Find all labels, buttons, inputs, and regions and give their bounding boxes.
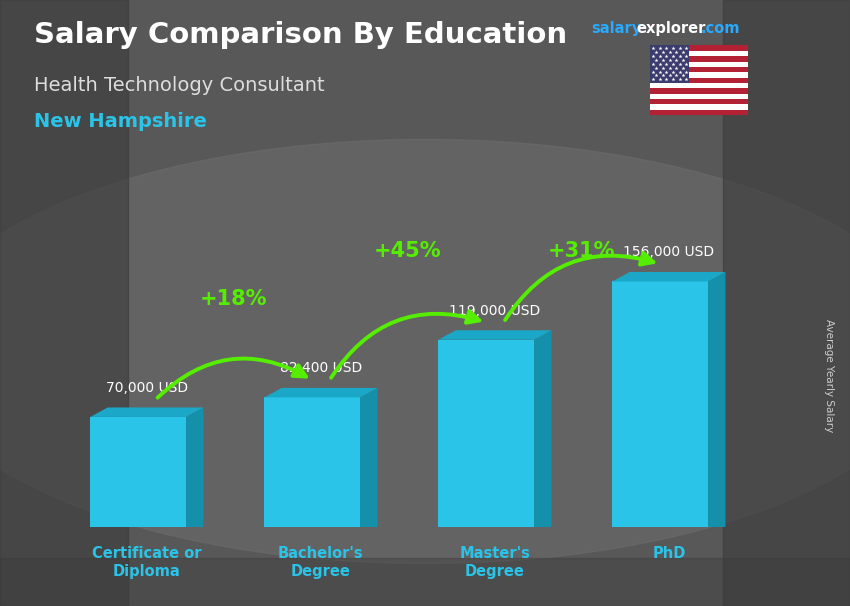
Text: 156,000 USD: 156,000 USD: [623, 245, 715, 259]
Polygon shape: [0, 558, 850, 606]
Polygon shape: [650, 99, 748, 104]
Polygon shape: [264, 398, 360, 527]
Polygon shape: [264, 388, 377, 398]
Polygon shape: [650, 78, 748, 83]
Text: 70,000 USD: 70,000 USD: [106, 381, 188, 395]
Polygon shape: [0, 0, 128, 606]
Text: Master's
Degree: Master's Degree: [460, 546, 530, 579]
Polygon shape: [612, 281, 708, 527]
Polygon shape: [650, 67, 748, 72]
Text: .com: .com: [700, 21, 740, 36]
Text: salary: salary: [591, 21, 641, 36]
Polygon shape: [650, 62, 748, 67]
Polygon shape: [722, 0, 850, 606]
Polygon shape: [439, 330, 552, 340]
Polygon shape: [612, 272, 725, 281]
Text: +31%: +31%: [548, 241, 615, 262]
Polygon shape: [534, 330, 552, 527]
Text: +45%: +45%: [374, 241, 442, 262]
Text: Bachelor's
Degree: Bachelor's Degree: [278, 546, 364, 579]
Text: 82,400 USD: 82,400 USD: [280, 361, 362, 375]
Text: +18%: +18%: [200, 288, 268, 309]
Polygon shape: [650, 45, 748, 51]
Text: Certificate or
Diploma: Certificate or Diploma: [92, 546, 201, 579]
Text: New Hampshire: New Hampshire: [34, 112, 207, 131]
Polygon shape: [650, 83, 748, 88]
Polygon shape: [650, 104, 748, 110]
Polygon shape: [90, 407, 203, 417]
Text: explorer: explorer: [637, 21, 706, 36]
Polygon shape: [650, 51, 748, 56]
Text: 119,000 USD: 119,000 USD: [450, 304, 541, 318]
Polygon shape: [650, 94, 748, 99]
Polygon shape: [650, 72, 748, 78]
Text: Average Yearly Salary: Average Yearly Salary: [824, 319, 834, 432]
Ellipse shape: [0, 139, 850, 564]
Text: PhD: PhD: [652, 546, 686, 561]
Polygon shape: [650, 110, 748, 115]
Polygon shape: [439, 340, 534, 527]
Polygon shape: [360, 388, 377, 527]
Polygon shape: [650, 88, 748, 94]
Polygon shape: [186, 407, 203, 527]
Polygon shape: [650, 45, 689, 83]
Text: Salary Comparison By Education: Salary Comparison By Education: [34, 21, 567, 49]
Text: Health Technology Consultant: Health Technology Consultant: [34, 76, 325, 95]
Polygon shape: [708, 272, 725, 527]
Polygon shape: [90, 417, 186, 527]
Polygon shape: [650, 56, 748, 62]
